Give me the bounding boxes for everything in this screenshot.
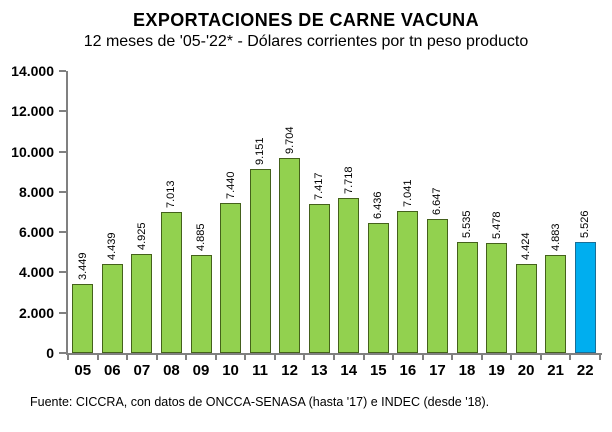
x-tick-label: 14 (340, 362, 358, 379)
x-tick-label: 18 (458, 362, 476, 379)
y-tick-label: 2.000 (18, 304, 54, 321)
x-axis-tick (599, 355, 601, 360)
bar-value-label: 7.013 (165, 180, 178, 208)
bar-value-label: 5.535 (461, 209, 473, 238)
bar (308, 203, 330, 353)
x-axis-tick (96, 355, 99, 360)
x-axis-tick (539, 355, 542, 360)
bar-value-label: 4.925 (135, 222, 148, 250)
y-tick-label: 14.000 (11, 63, 54, 79)
x-axis-tick (569, 355, 572, 360)
bar-value-label: 3.449 (76, 251, 89, 280)
x-tick-label: 16 (399, 362, 417, 379)
x-tick-label: 10 (222, 362, 239, 379)
x-tick-label: 20 (517, 362, 535, 379)
bar-value-label: 4.885 (195, 223, 207, 251)
x-axis-tick (480, 355, 483, 360)
bar (426, 219, 448, 353)
x-tick-label: 13 (310, 362, 328, 379)
bar (249, 168, 271, 353)
bar (397, 211, 419, 353)
bar-value-label: 7.718 (342, 166, 355, 194)
y-axis-tick (59, 190, 66, 193)
bar-value-label: 4.424 (520, 232, 533, 260)
y-axis-tick (59, 271, 66, 274)
x-tick-label: 05 (74, 362, 92, 379)
x-axis-tick (421, 355, 424, 360)
bar-value-label: 7.041 (401, 179, 414, 208)
bar (515, 263, 537, 353)
bar (160, 211, 182, 353)
bar (101, 263, 123, 353)
bar-value-label: 6.647 (431, 187, 444, 216)
x-tick-label: 21 (547, 362, 564, 379)
bar-value-label: 6.436 (372, 191, 385, 220)
x-tick-label: 15 (369, 362, 387, 379)
bar-value-label: 9.151 (254, 137, 267, 165)
x-tick-label: 07 (133, 362, 151, 379)
x-axis-tick (510, 355, 513, 360)
x-tick-label: 19 (488, 362, 505, 379)
bar (190, 254, 212, 353)
x-axis-tick (333, 355, 335, 360)
x-tick-label: 08 (163, 362, 180, 379)
x-tick-label: 11 (252, 362, 269, 379)
y-axis-tick (59, 352, 66, 354)
y-tick-label: 10.000 (11, 143, 54, 160)
bar-value-label: 7.417 (313, 172, 326, 200)
y-axis-tick (59, 231, 66, 234)
x-axis-tick (451, 355, 454, 360)
x-axis-tick (126, 355, 129, 360)
y-tick-label: 4.000 (18, 264, 54, 281)
x-axis-tick (273, 355, 276, 360)
x-axis-tick (362, 355, 365, 360)
bar (279, 157, 301, 353)
x-tick-label: 06 (103, 362, 121, 379)
bar (456, 241, 478, 353)
x-axis-tick (392, 355, 395, 360)
y-axis-line (66, 71, 68, 355)
bar (367, 223, 389, 353)
bar-value-label: 7.440 (224, 171, 237, 200)
bar (545, 254, 567, 353)
bar (72, 283, 94, 353)
bar-value-label: 5.478 (490, 211, 503, 239)
bar (220, 203, 242, 353)
y-tick-label: 0 (46, 345, 54, 361)
chart-title: EXPORTACIONES DE CARNE VACUNA (133, 10, 479, 30)
x-axis-tick (67, 355, 69, 360)
bar (131, 253, 153, 353)
y-axis-tick (59, 311, 66, 314)
x-axis-tick (303, 355, 306, 360)
x-axis-tick (214, 355, 217, 360)
bar (338, 197, 360, 353)
x-tick-label: 09 (192, 362, 210, 379)
bar-value-label: 4.439 (106, 232, 119, 260)
x-axis-line (66, 353, 602, 355)
y-tick-label: 12.000 (11, 103, 54, 120)
bar-value-label: 9.704 (283, 126, 296, 154)
x-axis-tick (185, 355, 188, 360)
x-tick-label: 22 (576, 362, 594, 379)
source-note: Fuente: CICCRA, con datos de ONCCA-SENAS… (30, 395, 490, 409)
y-axis-tick (59, 150, 66, 153)
bar-value-label: 5.526 (579, 210, 592, 238)
bar-value-label: 4.883 (549, 223, 562, 251)
bar (486, 242, 508, 353)
x-axis-tick (244, 355, 247, 360)
y-tick-label: 6.000 (18, 224, 54, 241)
x-tick-label: 12 (281, 362, 298, 379)
x-axis-tick (155, 355, 158, 360)
bar-highlighted (574, 241, 596, 353)
chart-subtitle: 12 meses de '05-'22* - Dólares corriente… (83, 33, 529, 50)
y-tick-label: 8.000 (18, 183, 54, 200)
y-axis-tick (59, 110, 66, 113)
y-axis-tick (59, 70, 66, 72)
x-tick-label: 17 (429, 362, 446, 379)
